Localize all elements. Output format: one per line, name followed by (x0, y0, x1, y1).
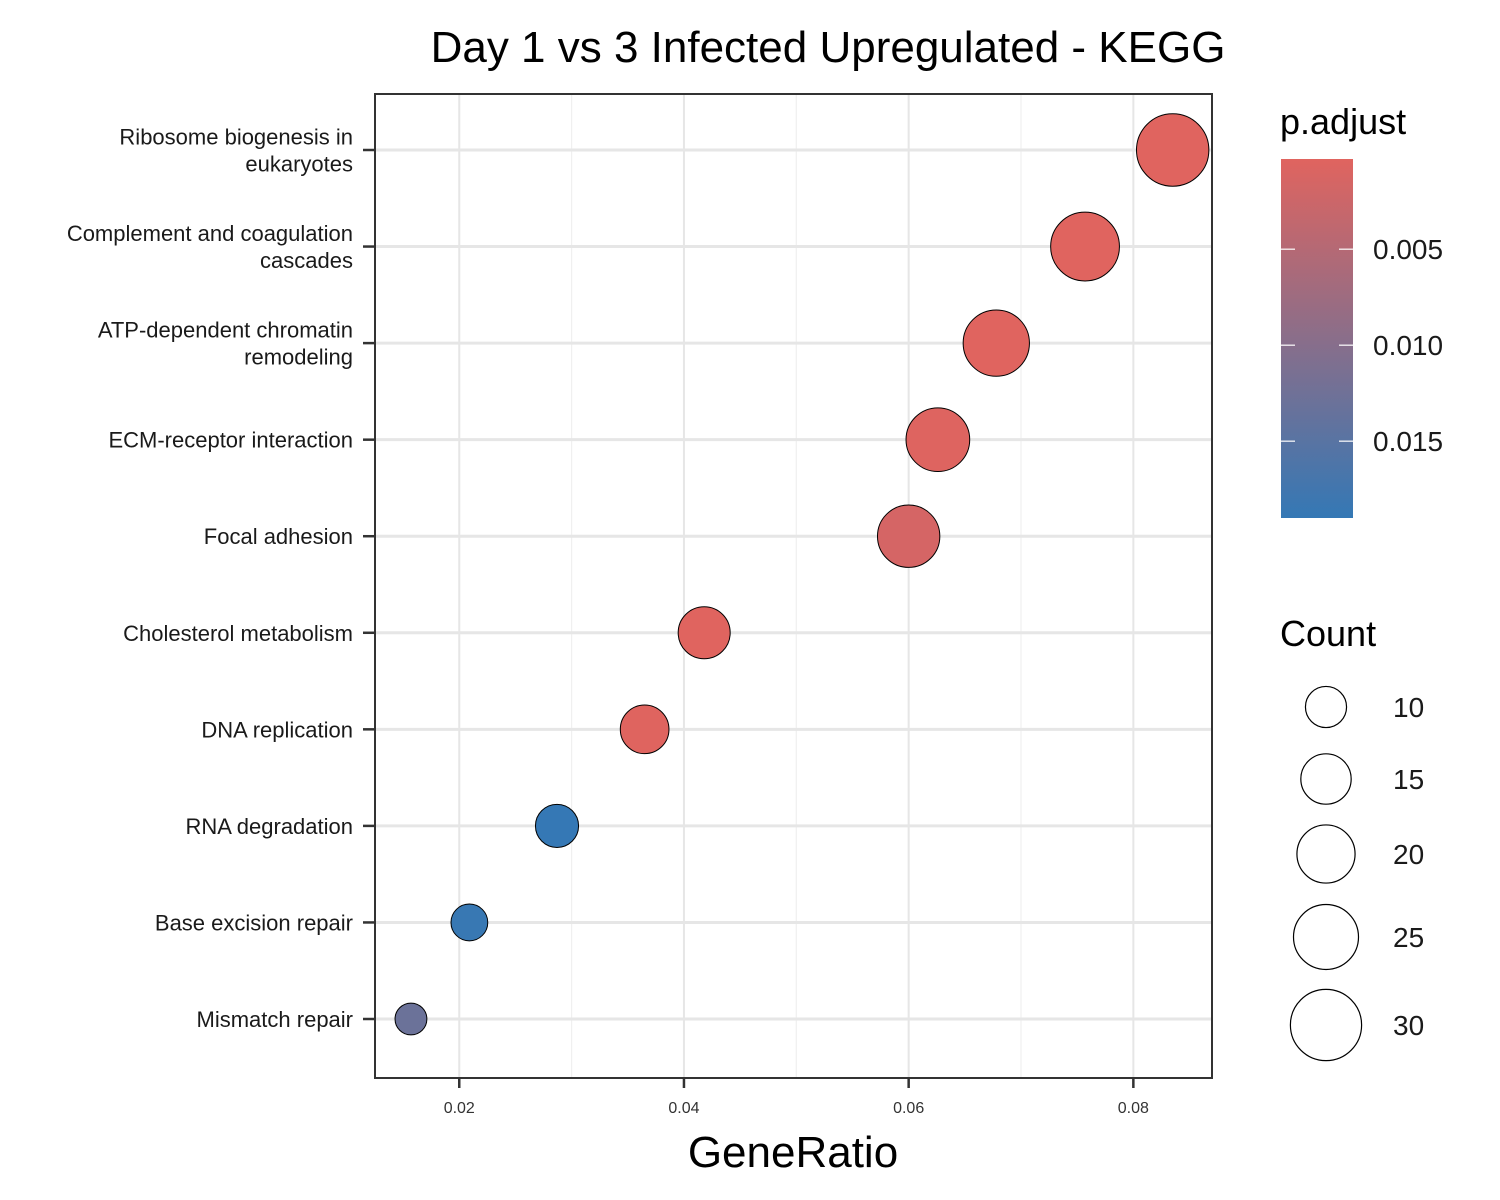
data-point (450, 903, 489, 942)
size-legend-key (1304, 685, 1348, 729)
size-legend-keys: 10 15 20 25 30 (1289, 685, 1424, 1062)
size-legend: Count 10 15 20 25 30 (1280, 613, 1424, 1062)
y-tick-label: ATP-dependent chromatin remodeling (98, 318, 353, 370)
color-legend-label: 0.005 (1373, 234, 1443, 265)
y-tick-label: Base excision repair (155, 910, 353, 935)
data-point (905, 407, 971, 473)
y-tick-label: Mismatch repair (197, 1007, 353, 1032)
color-legend-label: 0.015 (1373, 426, 1443, 457)
data-point (1050, 211, 1120, 282)
y-tick-label: Complement and coagulation cascades (67, 221, 353, 273)
grid-lines (375, 94, 1212, 1078)
data-point (1135, 113, 1210, 187)
size-legend-key (1296, 824, 1356, 884)
y-tick-label: DNA replication (201, 717, 353, 742)
size-legend-label: 10 (1393, 692, 1424, 723)
size-legend-key (1289, 988, 1363, 1062)
color-legend: p.adjust 0.005 0.010 0.015 (1280, 101, 1443, 518)
x-tick-label: 0.04 (668, 1100, 699, 1117)
color-legend-ticks: 0.005 0.010 0.015 (1281, 234, 1443, 457)
x-tick-label: 0.02 (444, 1100, 475, 1117)
x-tick-label: 0.06 (893, 1100, 924, 1117)
data-point (876, 504, 941, 568)
y-axis: Ribosome biogenesis in eukaryotes Compleme… (67, 125, 375, 1032)
size-legend-label: 30 (1393, 1010, 1424, 1041)
data-point (677, 606, 731, 660)
size-legend-key (1300, 753, 1352, 805)
color-legend-bar (1281, 159, 1353, 518)
size-legend-title: Count (1280, 613, 1376, 654)
x-axis: 0.02 0.04 0.06 0.08 (444, 1078, 1149, 1117)
data-point (534, 803, 580, 848)
data-points (394, 113, 1210, 1036)
y-tick-label: Cholesterol metabolism (123, 621, 353, 646)
plot-panel-border (374, 93, 1213, 1079)
data-point (619, 704, 670, 755)
y-tick-label: ECM-receptor interaction (108, 428, 353, 453)
data-point (394, 1002, 428, 1036)
x-axis-title: GeneRatio (688, 1128, 898, 1177)
chart-title: Day 1 vs 3 Infected Upregulated - KEGG (431, 23, 1226, 72)
y-tick-label: Ribosome biogenesis in eukaryotes (119, 125, 353, 177)
x-tick-label: 0.08 (1118, 1100, 1149, 1117)
color-legend-title: p.adjust (1280, 101, 1406, 142)
y-tick-label: Focal adhesion (204, 524, 353, 549)
data-point (962, 309, 1030, 377)
size-legend-label: 20 (1393, 839, 1424, 870)
size-legend-label: 15 (1393, 764, 1424, 795)
size-legend-key (1292, 903, 1360, 971)
y-tick-label: RNA degradation (185, 814, 353, 839)
size-legend-label: 25 (1393, 922, 1424, 953)
color-legend-label: 0.010 (1373, 330, 1443, 361)
